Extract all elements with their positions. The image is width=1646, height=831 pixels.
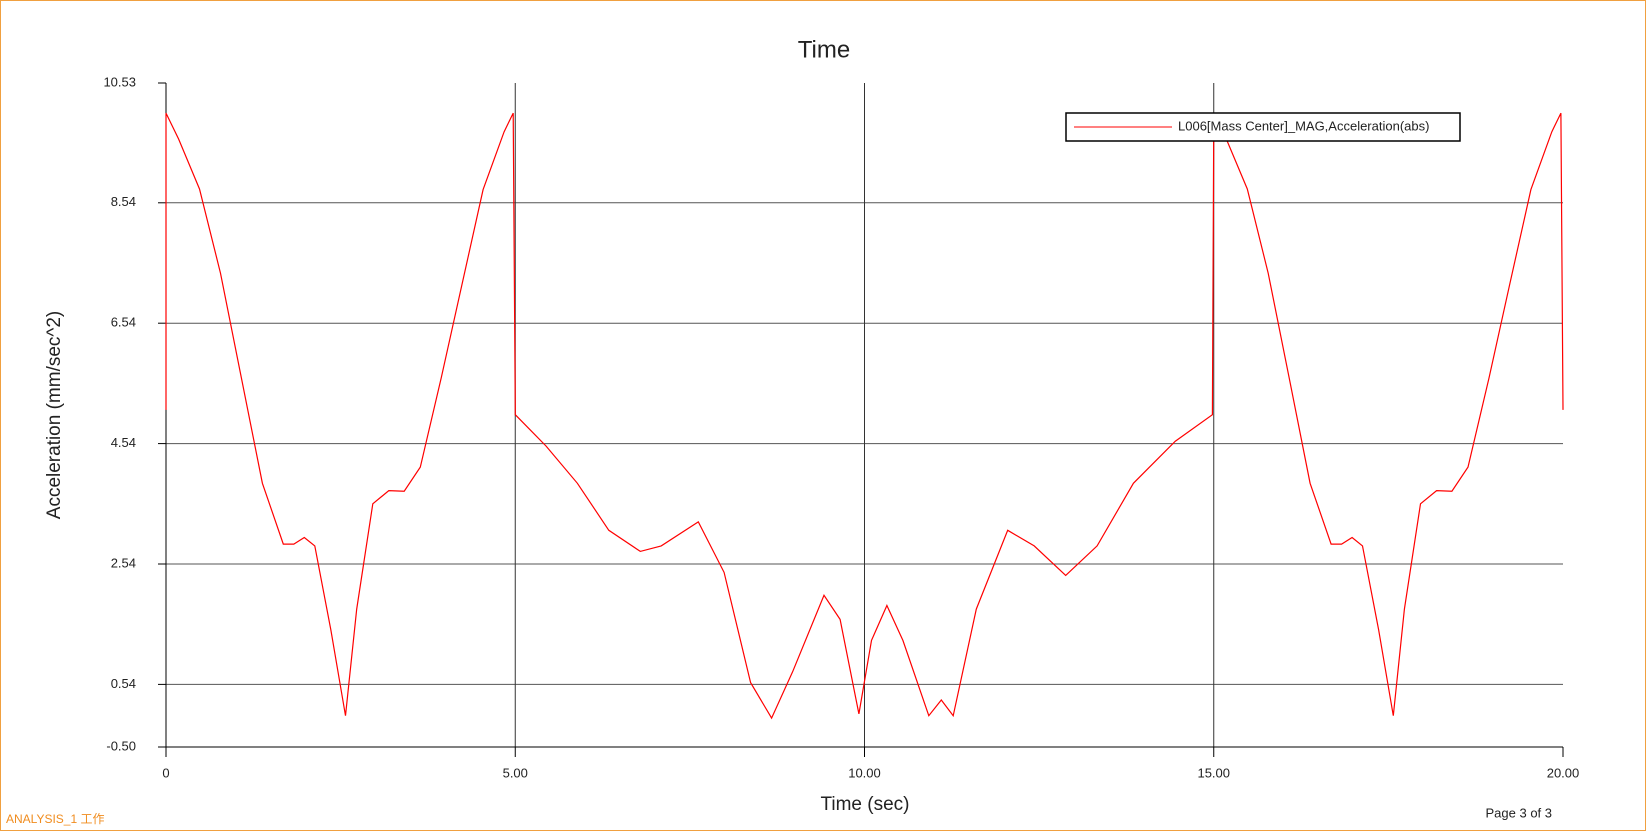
data-line [165,112,1564,720]
x-tick-label: 20.00 [1547,765,1580,780]
y-tick-label: 4.54 [111,435,136,450]
x-tick-label: 15.00 [1197,765,1230,780]
y-tick-label: 8.54 [111,194,136,209]
legend-label: L006[Mass Center]_MAG,Acceleration(abs) [1178,118,1429,133]
y-axis-label: Acceleration (mm/sec^2) [44,311,65,519]
page-label: Page 3 of 3 [1486,805,1553,820]
x-tick-label: 5.00 [503,765,528,780]
chart-title: Time [798,36,850,63]
footer-left: ANALYSIS_1 工作 [6,812,105,826]
x-tick-label: 0 [162,765,169,780]
y-tick-label: 0.54 [111,676,136,691]
y-tick-label: 2.54 [111,555,136,570]
x-axis-label: Time (sec) [820,794,909,815]
y-tick-label: 6.54 [111,315,136,330]
x-tick-label: 10.00 [848,765,881,780]
y-tick-label: -0.50 [106,738,136,753]
y-tick-label: 10.53 [103,74,136,89]
